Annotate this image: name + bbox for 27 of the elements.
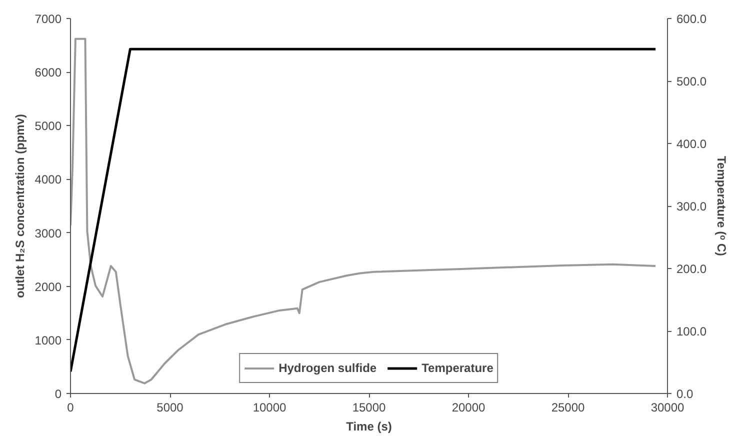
x-tick-label: 5000	[156, 400, 184, 414]
y2-tick-label: 300.0	[676, 200, 707, 214]
y2-tick-label: 500.0	[676, 74, 707, 88]
y-tick-label: 1000	[34, 333, 62, 348]
y-tick-label: 6000	[34, 66, 62, 80]
x-tick-label: 10000	[252, 400, 287, 414]
y2-axis-title: Temperature (ᵒ C)	[714, 156, 729, 256]
x-tick-label: 15000	[352, 400, 386, 414]
legend-label: Hydrogen sulfide	[278, 361, 377, 375]
y-tick-label: 5000	[34, 119, 62, 134]
legend-label: Temperature	[422, 361, 494, 375]
x-tick-label: 25000	[551, 400, 586, 414]
y-tick-label: 3000	[34, 226, 62, 240]
x-tick-label: 30000	[650, 400, 685, 414]
y-tick-label: 2000	[34, 280, 62, 294]
x-axis-title: Time (s)	[346, 420, 392, 434]
y2-tick-label: 400.0	[676, 137, 707, 151]
y2-tick-label: 100.0	[676, 324, 707, 338]
y2-tick-label: 600.0	[676, 12, 707, 26]
y-tick-label: 7000	[34, 12, 62, 26]
x-tick-label: 0	[67, 400, 74, 414]
x-tick-label: 20000	[452, 400, 486, 414]
y-tick-label: 4000	[34, 172, 62, 187]
y-axis-title: outlet H₂S concentration (ppmv)	[12, 114, 27, 298]
y2-tick-label: 0.0	[676, 387, 694, 401]
y-tick-label: 0	[54, 387, 62, 401]
y2-tick-label: 200.0	[676, 262, 707, 276]
